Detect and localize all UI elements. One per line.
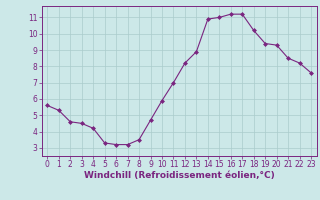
X-axis label: Windchill (Refroidissement éolien,°C): Windchill (Refroidissement éolien,°C) [84, 171, 275, 180]
